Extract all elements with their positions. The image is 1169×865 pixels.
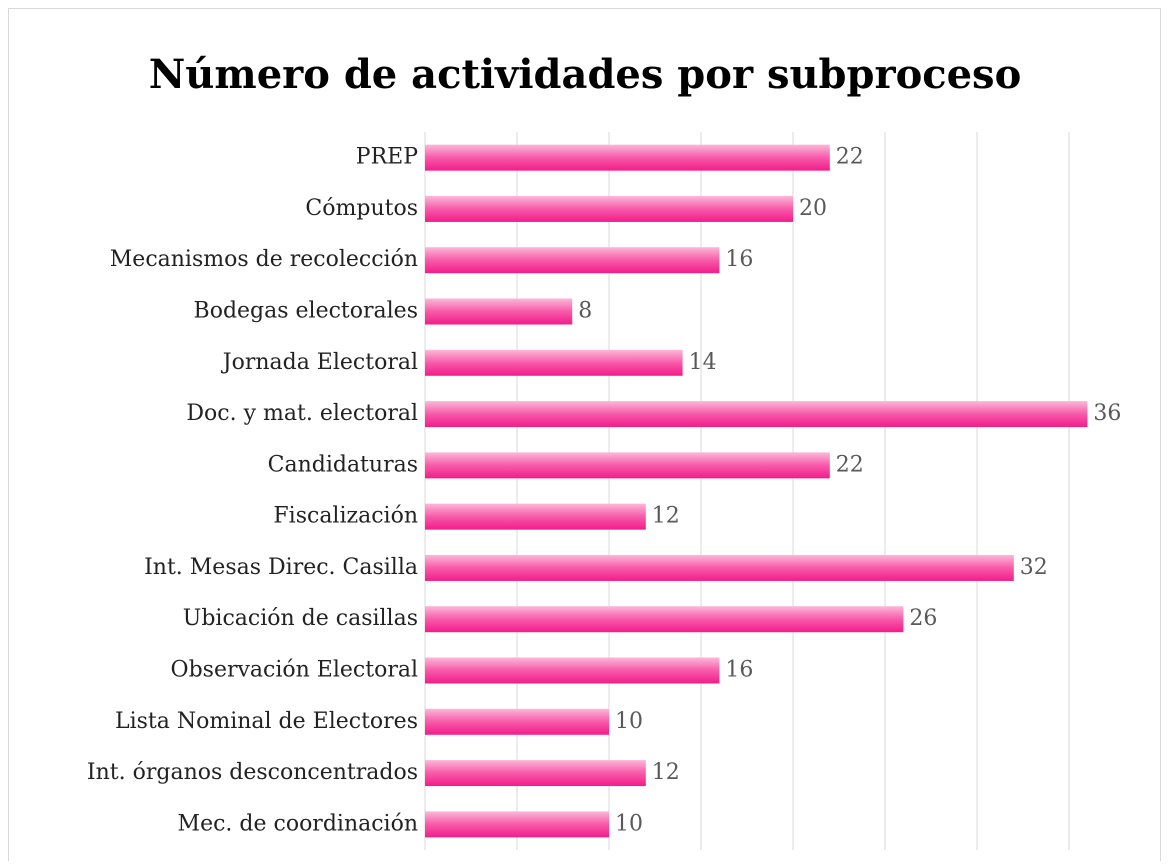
bar bbox=[425, 195, 793, 222]
data-label: 20 bbox=[799, 196, 827, 221]
data-label: 14 bbox=[689, 350, 717, 375]
bar bbox=[425, 349, 683, 376]
data-label: 12 bbox=[652, 504, 680, 529]
chart-title: Número de actividades por subproceso bbox=[149, 51, 1022, 98]
data-label: 16 bbox=[725, 658, 753, 683]
y-tick-label: Lista Nominal de Electores bbox=[115, 709, 418, 734]
bar bbox=[425, 760, 646, 787]
bar bbox=[425, 452, 830, 479]
y-tick-label: Doc. y mat. electoral bbox=[186, 401, 418, 426]
bar bbox=[425, 811, 609, 838]
bar bbox=[425, 554, 1014, 581]
data-label: 22 bbox=[836, 145, 864, 170]
y-tick-label: Mecanismos de recolección bbox=[110, 247, 418, 272]
y-tick-label: Fiscalización bbox=[273, 504, 418, 529]
bar bbox=[425, 144, 830, 171]
y-tick-label: PREP bbox=[356, 145, 418, 170]
y-tick-label: Int. Mesas Direc. Casilla bbox=[144, 555, 418, 580]
data-label: 22 bbox=[836, 452, 864, 477]
y-tick-label: Ubicación de casillas bbox=[183, 606, 418, 631]
y-tick-label: Mec. de coordinación bbox=[178, 811, 418, 836]
y-tick-label: Jornada Electoral bbox=[221, 350, 418, 375]
data-label: 16 bbox=[725, 247, 753, 272]
bar bbox=[425, 247, 720, 274]
bar bbox=[425, 503, 646, 530]
data-label: 10 bbox=[615, 811, 643, 836]
data-label: 32 bbox=[1020, 555, 1048, 580]
bar bbox=[425, 606, 904, 633]
data-label: 12 bbox=[652, 760, 680, 785]
bar bbox=[425, 708, 609, 735]
y-tick-label: Bodegas electorales bbox=[194, 299, 418, 324]
y-tick-label: Observación Electoral bbox=[171, 658, 418, 683]
data-label: 26 bbox=[909, 606, 937, 631]
y-tick-label: Candidaturas bbox=[268, 452, 418, 477]
data-label: 8 bbox=[578, 299, 592, 324]
data-label: 10 bbox=[615, 709, 643, 734]
y-tick-label: Int. órganos desconcentrados bbox=[87, 760, 418, 785]
data-label: 36 bbox=[1093, 401, 1121, 426]
bar bbox=[425, 298, 573, 325]
bar bbox=[425, 401, 1088, 428]
y-tick-label: Cómputos bbox=[305, 196, 418, 221]
bar bbox=[425, 657, 720, 684]
